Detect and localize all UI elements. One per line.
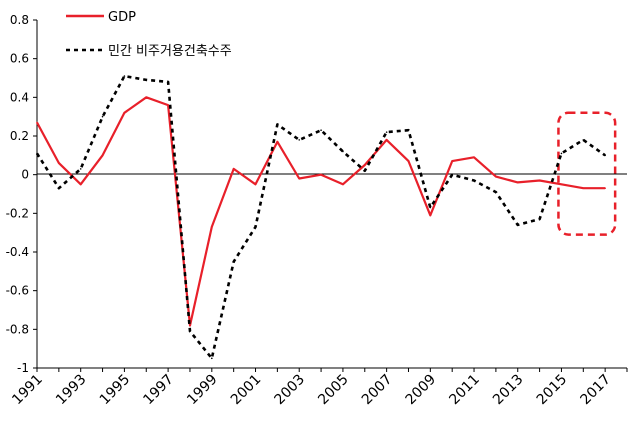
legend: GDP 민간 비주거용건축수주 — [66, 10, 232, 59]
x-tick-label: 1993 — [53, 372, 90, 409]
data-point-gdp — [582, 187, 585, 189]
y-tick-label: 0.2 — [10, 129, 29, 143]
data-point-gdp — [473, 156, 475, 159]
data-point-gdp — [495, 175, 497, 178]
legend-label-construction: 민간 비주거용건축수주 — [108, 44, 232, 59]
data-point-construction — [320, 129, 322, 131]
data-point-construction — [560, 152, 563, 155]
data-point-gdp — [189, 324, 191, 327]
data-point-construction — [276, 123, 279, 126]
data-point-construction — [451, 173, 453, 176]
data-point-construction — [473, 179, 475, 182]
data-point-construction — [604, 154, 606, 157]
data-point-construction — [495, 191, 497, 193]
data-point-gdp — [320, 173, 322, 176]
data-point-gdp — [342, 183, 344, 186]
data-point-construction — [385, 131, 388, 133]
x-tick-label: 2003 — [272, 372, 309, 409]
x-tick-label: 2013 — [490, 372, 527, 409]
data-point-gdp — [167, 104, 169, 106]
x-tick-label: 2009 — [403, 372, 440, 409]
data-point-gdp — [407, 160, 410, 162]
y-tick-label: -1 — [17, 361, 29, 375]
data-point-gdp — [123, 112, 126, 114]
y-tick-label: 0.6 — [10, 52, 29, 66]
data-point-gdp — [79, 183, 82, 186]
y-tick-label: -0.4 — [6, 245, 29, 259]
data-point-gdp — [298, 177, 301, 180]
highlight-box — [557, 111, 617, 236]
data-point-construction — [363, 170, 366, 172]
x-tick-label: 1999 — [184, 372, 221, 409]
data-point-construction — [101, 115, 104, 118]
x-tick-label: 1991 — [9, 372, 46, 409]
data-point-gdp — [538, 179, 541, 182]
x-tick-label: 2007 — [359, 372, 396, 409]
data-point-gdp — [276, 141, 279, 143]
data-point-construction — [211, 357, 213, 360]
data-point-gdp — [560, 183, 563, 186]
data-point-gdp — [604, 187, 606, 189]
y-tick-label: -0.8 — [6, 322, 29, 336]
x-tick-label: 1997 — [140, 372, 177, 409]
data-point-gdp — [58, 162, 60, 164]
legend-label-gdp: GDP — [108, 10, 136, 25]
data-point-construction — [189, 330, 191, 333]
y-tick-label: 0.4 — [10, 90, 29, 104]
data-point-gdp — [36, 121, 38, 124]
x-tick-label: 2005 — [315, 372, 352, 409]
y-tick-label: -0.2 — [6, 206, 29, 220]
data-point-gdp — [232, 168, 235, 170]
data-point-construction — [582, 139, 585, 141]
x-tick-label: 2015 — [534, 372, 571, 409]
data-point-gdp — [363, 164, 366, 166]
data-point-construction — [429, 206, 432, 209]
data-point-construction — [58, 187, 60, 189]
data-point-construction — [516, 224, 519, 226]
data-point-gdp — [145, 96, 148, 99]
x-tick-label: 2001 — [228, 372, 265, 409]
data-point-construction — [79, 168, 82, 170]
series-line-gdp — [36, 96, 606, 327]
x-tick-label: 1995 — [97, 372, 134, 409]
data-point-construction — [298, 139, 301, 141]
data-point-gdp — [254, 183, 257, 186]
data-point-construction — [167, 81, 169, 83]
data-point-construction — [36, 152, 38, 155]
data-point-construction — [145, 79, 148, 81]
data-point-gdp — [101, 154, 104, 157]
y-tick-label: 0 — [21, 168, 29, 182]
data-point-construction — [123, 75, 126, 77]
y-tick-label: 0.8 — [10, 13, 29, 27]
y-tick-label: -0.6 — [6, 284, 29, 298]
data-point-gdp — [385, 139, 388, 141]
data-point-construction — [538, 218, 541, 220]
data-point-construction — [342, 150, 344, 153]
data-point-gdp — [451, 160, 453, 162]
x-tick-label: 2011 — [446, 372, 483, 409]
data-point-construction — [407, 129, 410, 131]
data-point-gdp — [516, 181, 519, 184]
data-point-construction — [254, 226, 257, 228]
data-point-gdp — [211, 226, 213, 228]
data-point-gdp — [429, 214, 432, 217]
x-tick-label: 2017 — [577, 372, 614, 409]
data-point-construction — [232, 260, 235, 263]
